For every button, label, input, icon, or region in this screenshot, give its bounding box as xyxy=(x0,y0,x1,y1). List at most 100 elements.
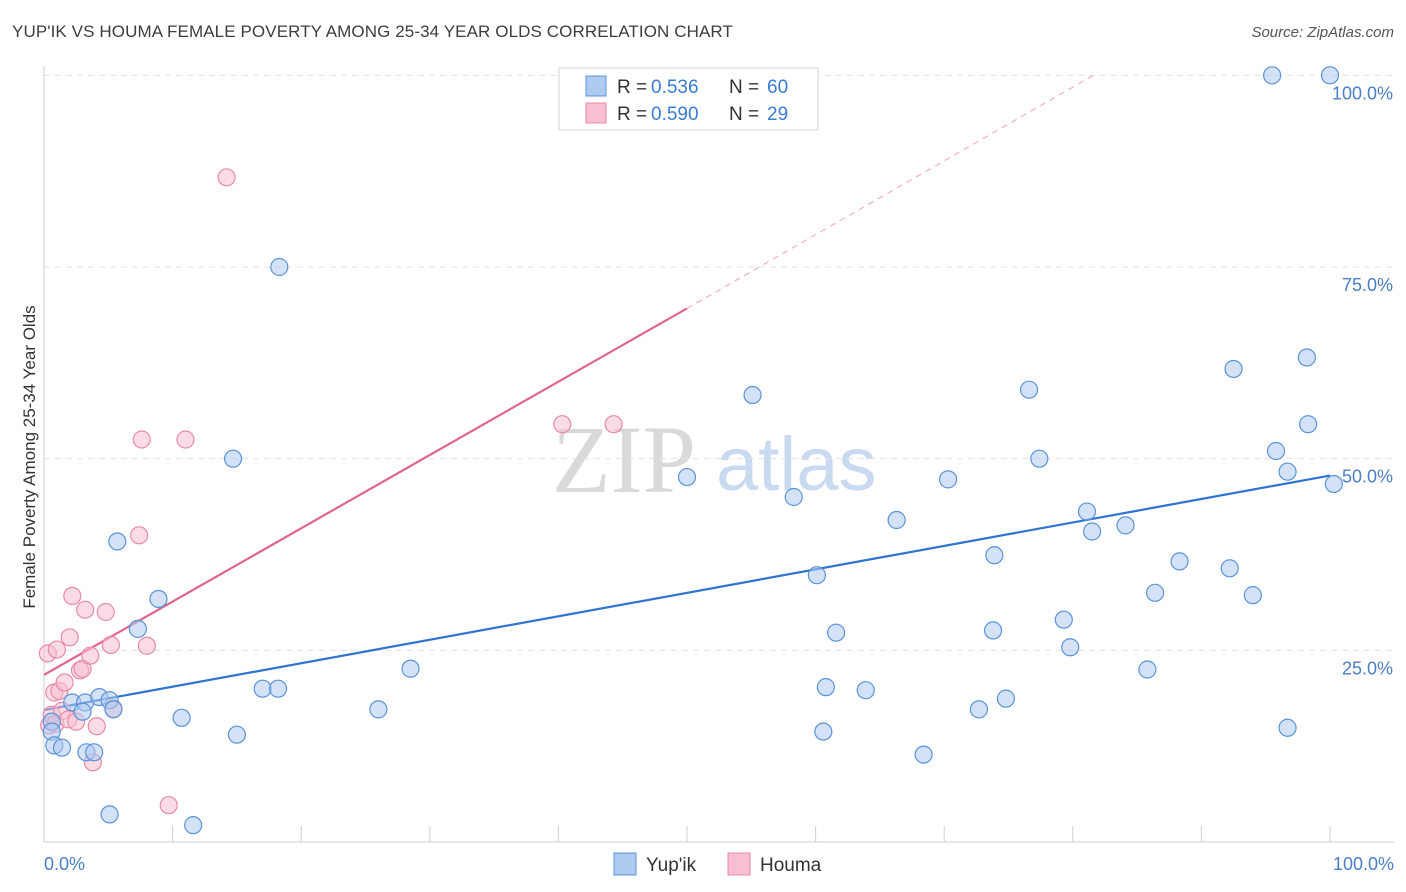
houma-point xyxy=(137,636,156,655)
yupik-point xyxy=(1320,66,1340,85)
yupik-point xyxy=(743,385,762,405)
y-tick-label-75: 75.0% xyxy=(1342,275,1393,295)
yupik-point xyxy=(1220,559,1239,578)
bottom-legend-label-yupik: Yup'ik xyxy=(646,855,697,876)
x-tick-label-max: 100.0% xyxy=(1333,854,1394,874)
yupik-points xyxy=(42,66,1343,835)
yupik-point xyxy=(1278,462,1297,481)
houma-point xyxy=(130,526,149,545)
legend-swatch-houma xyxy=(585,102,607,124)
bottom-legend: Yup'ik Houma xyxy=(613,852,822,876)
yupik-point xyxy=(149,589,168,609)
yupik-point xyxy=(85,743,104,762)
yupik-point xyxy=(983,621,1003,640)
yupik-point xyxy=(1054,610,1073,629)
yupik-point xyxy=(914,745,933,764)
yupik-point xyxy=(784,487,803,507)
yupik-point xyxy=(270,257,289,277)
yupik-point xyxy=(1170,552,1189,571)
yupik-point xyxy=(268,679,288,698)
houma-point xyxy=(96,602,115,622)
yupik-point xyxy=(52,738,72,757)
houma-point xyxy=(159,796,178,815)
yupik-point xyxy=(1324,474,1343,494)
houma-point xyxy=(604,415,623,434)
y-axis-label: Female Poverty Among 25-34 Year Olds xyxy=(20,305,39,608)
legend-r-label-houma: R = xyxy=(617,104,647,125)
legend-box: R = 0.536 N = 60 R = 0.590 N = 29 xyxy=(558,67,819,131)
legend-r-label-yupik: R = xyxy=(617,77,647,98)
bottom-legend-label-houma: Houma xyxy=(760,855,822,876)
yupik-point xyxy=(1019,380,1039,399)
legend-r-value-yupik: 0.536 xyxy=(651,77,699,98)
yupik-point xyxy=(1082,522,1102,541)
yupik-point xyxy=(856,681,875,700)
houma-point xyxy=(81,646,100,665)
yupik-point xyxy=(996,689,1016,708)
yupik-point xyxy=(887,510,906,530)
houma-point xyxy=(101,635,120,655)
yupik-point xyxy=(223,449,243,468)
chart-title: YUP'IK VS HOUMA FEMALE POVERTY AMONG 25-… xyxy=(12,22,733,41)
houma-point xyxy=(47,640,66,659)
legend-n-label-yupik: N = xyxy=(729,77,759,98)
houma-trend-line xyxy=(43,307,688,676)
legend-n-label-houma: N = xyxy=(729,104,759,125)
yupik-point xyxy=(1278,718,1297,737)
yupik-point xyxy=(1263,66,1282,85)
yupik-point xyxy=(1243,586,1262,605)
y-tick-label-50: 50.0% xyxy=(1342,467,1393,487)
yupik-point xyxy=(1030,449,1049,468)
houma-point xyxy=(63,586,82,606)
yupik-point xyxy=(1061,638,1080,657)
yupik-point xyxy=(1138,660,1157,679)
yupik-point xyxy=(227,725,246,744)
y-tick-labels: 25.0% 50.0% 75.0% 100.0% xyxy=(1332,83,1393,678)
yupik-point xyxy=(1297,348,1316,367)
houma-trend-extension xyxy=(686,74,1094,309)
yupik-point xyxy=(1146,583,1165,602)
houma-point xyxy=(76,600,95,619)
yupik-point xyxy=(108,532,127,551)
legend-n-value-yupik: 60 xyxy=(767,77,788,98)
yupik-point xyxy=(369,700,388,719)
yupik-point xyxy=(938,470,958,489)
x-tick-label-min: 0.0% xyxy=(44,854,85,874)
yupik-point xyxy=(401,659,420,678)
yupik-point xyxy=(807,566,826,585)
yupik-point xyxy=(969,700,989,719)
yupik-point xyxy=(73,702,92,721)
houma-point xyxy=(55,673,74,692)
bottom-legend-swatch-yupik xyxy=(613,852,637,876)
yupik-point xyxy=(184,816,203,835)
yupik-point xyxy=(814,722,833,741)
houma-point xyxy=(60,628,79,647)
trend-lines xyxy=(43,74,1331,712)
grid-lines xyxy=(44,74,1394,651)
houma-point xyxy=(87,717,106,736)
yupik-point xyxy=(1224,359,1243,379)
yupik-point xyxy=(1116,516,1135,535)
watermark-zip: ZIP xyxy=(552,406,696,513)
yupik-point xyxy=(1077,502,1097,521)
yupik-point xyxy=(1299,415,1318,434)
yupik-point xyxy=(100,805,119,824)
houma-point xyxy=(217,168,236,187)
y-tick-label-100: 100.0% xyxy=(1332,83,1393,103)
houma-point xyxy=(176,430,195,449)
houma-point xyxy=(553,415,572,434)
yupik-trend-line xyxy=(43,474,1331,712)
legend-n-value-houma: 29 xyxy=(767,104,788,125)
yupik-point xyxy=(253,679,272,698)
yupik-point xyxy=(677,467,697,487)
bottom-legend-swatch-houma xyxy=(727,852,751,876)
yupik-point xyxy=(985,546,1004,565)
yupik-point xyxy=(128,619,147,638)
source-credit: Source: ZipAtlas.com xyxy=(1251,24,1394,41)
legend-r-value-houma: 0.590 xyxy=(651,104,699,125)
watermark: ZIP atlas xyxy=(552,406,877,513)
yupik-point xyxy=(827,623,846,642)
legend-swatch-yupik xyxy=(585,75,607,97)
houma-point xyxy=(132,430,151,449)
yupik-point xyxy=(104,700,123,719)
